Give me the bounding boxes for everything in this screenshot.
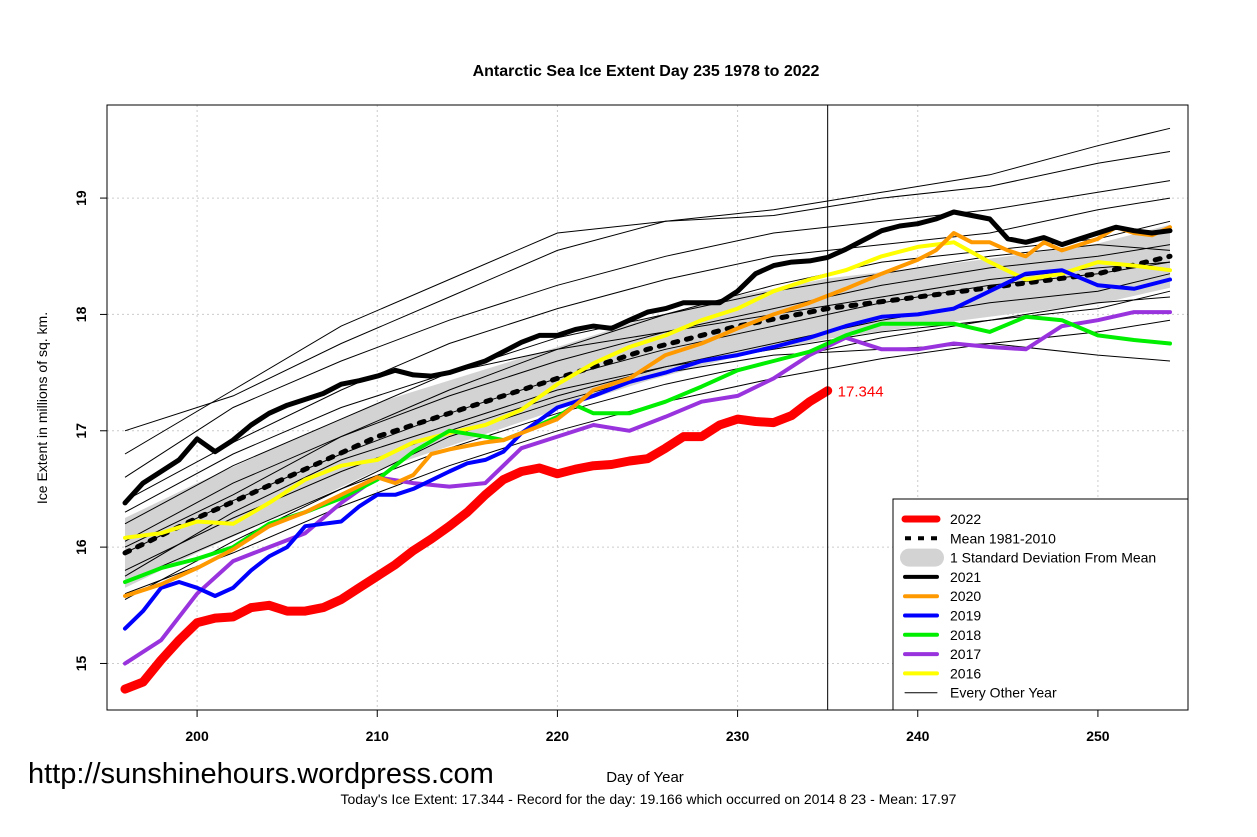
legend-label: Every Other Year bbox=[950, 685, 1057, 701]
x-tick-label: 230 bbox=[726, 728, 750, 744]
other-year-line bbox=[124, 197, 1171, 502]
x-tick-label: 210 bbox=[366, 728, 390, 744]
legend-box bbox=[892, 498, 1189, 711]
current-value-label: 17.344 bbox=[838, 384, 884, 401]
legend-label: 2020 bbox=[950, 588, 981, 604]
series-line-2019 bbox=[123, 268, 1172, 631]
legend-label: 2022 bbox=[950, 511, 981, 527]
y-tick-label: 19 bbox=[73, 190, 89, 206]
other-year-line bbox=[124, 296, 1171, 577]
other-year-line bbox=[124, 180, 1171, 478]
legend-label: 2018 bbox=[950, 627, 981, 643]
other-year-line bbox=[124, 151, 1171, 455]
legend: 2022 Mean 1981-2010 1 Standard Deviation F… bbox=[892, 498, 1189, 711]
legend-swatch bbox=[900, 548, 944, 567]
legend-label: 2021 bbox=[950, 569, 981, 585]
plot-area: 17.344 200 210 220 230 240 250 15 16 17 18 19 2022 Me… bbox=[73, 104, 1189, 744]
x-axis-label: Day of Year bbox=[606, 769, 684, 786]
footer-summary: Today's Ice Extent: 17.344 - Record for … bbox=[340, 791, 957, 807]
series-line-2016 bbox=[123, 240, 1172, 540]
x-tick-label: 220 bbox=[546, 728, 570, 744]
plot-frame bbox=[106, 104, 1189, 711]
x-tick-label: 200 bbox=[185, 728, 209, 744]
series-line-2020 bbox=[123, 225, 1172, 598]
legend-label: 2016 bbox=[950, 665, 981, 681]
chart-title: Antarctic Sea Ice Extent Day 235 1978 to… bbox=[473, 63, 820, 80]
x-tick-label: 250 bbox=[1086, 728, 1110, 744]
legend-label: 2017 bbox=[950, 646, 981, 662]
y-tick-label: 15 bbox=[73, 655, 89, 671]
y-tick-label: 16 bbox=[73, 539, 89, 555]
x-tick-label: 240 bbox=[906, 728, 930, 744]
watermark-url[interactable]: http://sunshinehours.wordpress.com bbox=[28, 758, 494, 790]
mean-line bbox=[122, 253, 1173, 556]
y-axis-label: Ice Extent in millions of sq. km. bbox=[34, 312, 50, 504]
y-tick-label: 17 bbox=[73, 423, 89, 439]
legend-label: 2019 bbox=[950, 608, 981, 624]
y-tick-label: 18 bbox=[73, 306, 89, 322]
series-line-2021 bbox=[122, 209, 1173, 506]
series-line-2022 bbox=[120, 386, 833, 694]
other-year-line bbox=[124, 244, 1171, 548]
legend-label: 1 Standard Deviation From Mean bbox=[950, 550, 1156, 566]
legend-label: Mean 1981-2010 bbox=[950, 530, 1056, 546]
